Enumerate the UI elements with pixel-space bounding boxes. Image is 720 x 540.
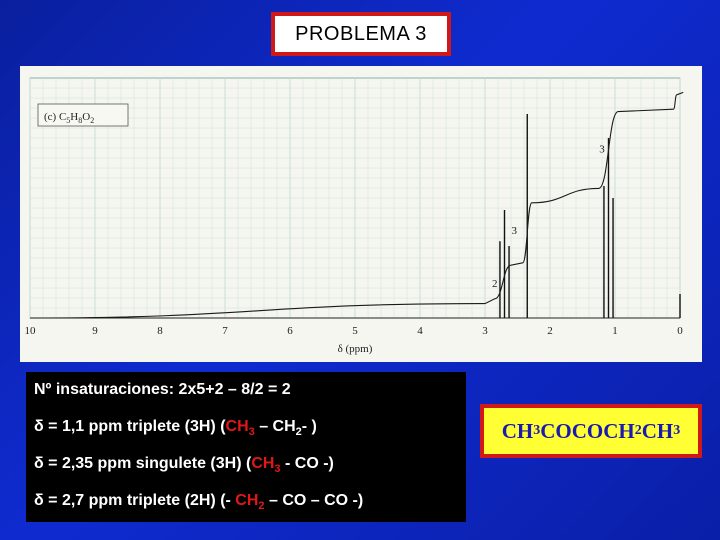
shift-1-1-line: δ = 1,1 ppm triplete (3H) (CH3 – CH2- ) xyxy=(34,413,458,450)
ch3-sub: 3 xyxy=(274,463,281,476)
ch2-text: – CH xyxy=(254,418,296,435)
ch3-ch: CH xyxy=(251,455,275,472)
tail-text: - ) xyxy=(301,418,317,435)
formula-label: (c) C5H8O2 xyxy=(44,111,94,125)
integration-curve xyxy=(29,91,684,319)
ch3-sub: 3 xyxy=(248,426,255,439)
ch2-ch: CH xyxy=(235,492,259,509)
x-tick-label: 2 xyxy=(547,325,553,337)
formula-sub: 3 xyxy=(673,423,681,438)
answer-formula: CH 3 COCOCH 2 CH 3 xyxy=(480,404,702,458)
ch3-group: CH3 xyxy=(225,418,255,439)
integration-label: 3 xyxy=(599,143,605,155)
x-tick-label: 6 xyxy=(287,325,293,337)
ch3-ch: CH xyxy=(225,418,249,435)
x-tick-label: 10 xyxy=(25,325,37,337)
slide-title: PROBLEMA 3 xyxy=(271,12,451,56)
formula-sub: 3 xyxy=(533,423,541,438)
ch2-sub: 2 xyxy=(295,426,302,439)
x-tick-label: 8 xyxy=(157,325,163,337)
formula-part: COCOCH xyxy=(540,418,635,443)
x-tick-label: 5 xyxy=(352,325,358,337)
shift-1-1-text: δ = 1,1 ppm triplete (3H) ( xyxy=(34,418,226,435)
shift-2-35-line: δ = 2,35 ppm singulete (3H) (CH3 - CO -) xyxy=(34,450,458,487)
shift-2-7-line: δ = 2,7 ppm triplete (2H) (- CH2 – CO – … xyxy=(34,487,458,524)
x-tick-label: 7 xyxy=(222,325,228,337)
nmr-spectrum: 10 9 8 7 6 5 4 3 2 1 0 δ (ppm) (c) C5H8O2 2 3 3 xyxy=(20,66,702,362)
co-co-text: – CO – CO -) xyxy=(264,492,364,509)
integration-label: 2 xyxy=(492,278,498,290)
x-tick-label: 0 xyxy=(677,325,683,337)
shift-2-35-text: δ = 2,35 ppm singulete (3H) ( xyxy=(34,455,252,472)
formula-label-box xyxy=(37,103,129,127)
formula-part: CH xyxy=(501,418,534,443)
x-axis-label: δ (ppm) xyxy=(338,343,373,355)
integration-label: 3 xyxy=(512,225,518,237)
ch2-sub: 2 xyxy=(258,500,265,513)
co-text: - CO -) xyxy=(280,455,334,472)
formula-part: CH xyxy=(641,418,674,443)
x-tick-label: 9 xyxy=(92,325,98,337)
formula-sub: 2 xyxy=(634,423,642,438)
unsaturation-line: Nº insaturaciones: 2x5+2 – 8/2 = 2 xyxy=(34,376,458,413)
ch2-co-group: CH2 xyxy=(235,492,265,513)
ch3-co-group: CH3 xyxy=(251,455,281,476)
unsaturation-text: Nº insaturaciones: 2x5+2 – 8/2 = 2 xyxy=(34,381,291,398)
notes-panel: Nº insaturaciones: 2x5+2 – 8/2 = 2 δ = 1… xyxy=(26,372,466,522)
x-tick-label: 1 xyxy=(612,325,618,337)
shift-2-7-text: δ = 2,7 ppm triplete (2H) (- xyxy=(34,492,236,509)
x-tick-label: 3 xyxy=(482,325,488,337)
x-tick-label: 4 xyxy=(417,325,423,337)
